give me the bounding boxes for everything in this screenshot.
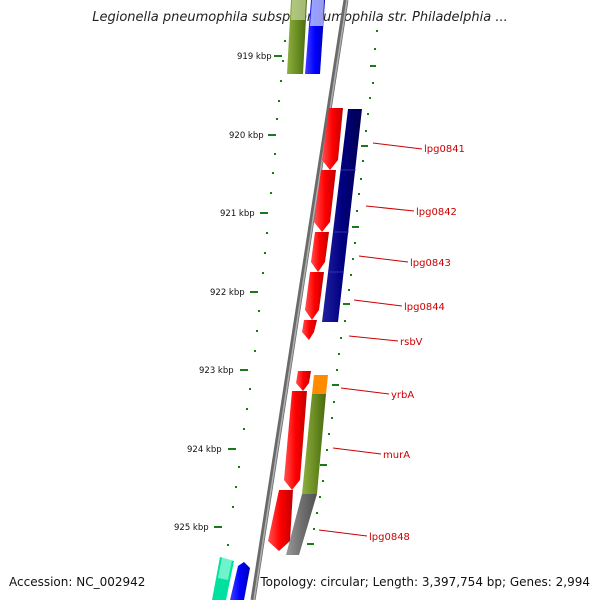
forward-genes [268, 108, 343, 551]
kbp-label-925: 925 kbp [174, 523, 209, 533]
cog-block-navy[interactable] [322, 109, 362, 322]
gene-label-lpg0841[interactable]: lpg0841 [424, 144, 465, 155]
cog-block-gray[interactable] [286, 494, 317, 555]
gene-arrow-murA[interactable] [284, 391, 307, 490]
cog-block-olive[interactable] [302, 394, 326, 494]
kbp-label-919: 919 kbp [237, 52, 272, 62]
kbp-label-920: 920 kbp [229, 131, 264, 141]
gene-label-lpg0848[interactable]: lpg0848 [369, 532, 410, 543]
cog-block-orange[interactable] [312, 375, 328, 394]
gene-arrow-lpg0842[interactable] [314, 170, 336, 232]
gene-label-lpg0843[interactable]: lpg0843 [410, 258, 451, 269]
scale-ticks: 919 kbp 920 kbp 921 kbp 922 kbp 923 kbp … [174, 52, 282, 533]
kbp-label-921: 921 kbp [220, 209, 255, 219]
gene-label-yrbA[interactable]: yrbA [391, 390, 414, 401]
gene-label-lpg0842[interactable]: lpg0842 [416, 207, 457, 218]
gene-labels: lpg0841 lpg0842 lpg0843 lpg0844 rsbV yrb… [369, 144, 465, 543]
gene-arrow-blue-bottom[interactable] [230, 562, 250, 600]
accession-label: Accession: NC_002942 [9, 575, 146, 589]
genome-backbone [250, 0, 349, 600]
cog-blocks [286, 109, 362, 555]
inner-scale [224, 40, 286, 566]
gene-label-rsbV[interactable]: rsbV [400, 337, 423, 348]
gene-arrow-lpg0848[interactable] [268, 490, 293, 551]
outer-scale [307, 30, 378, 545]
gene-arrow-lpg0843[interactable] [311, 232, 329, 272]
gene-label-murA[interactable]: murA [383, 450, 410, 461]
gene-label-lpg0844[interactable]: lpg0844 [404, 302, 445, 313]
kbp-label-924: 924 kbp [187, 445, 222, 455]
topology-label: Topology: circular; Length: 3,397,754 bp… [260, 575, 590, 589]
gene-arrow-yrbA[interactable] [296, 371, 311, 391]
kbp-label-922: 922 kbp [210, 288, 245, 298]
gene-arrow-lpg0844[interactable] [305, 272, 324, 320]
gene-arrow-rsbV[interactable] [302, 320, 317, 340]
gene-arrow-lpg0841[interactable] [322, 108, 343, 170]
label-leaders [318, 142, 423, 537]
kbp-label-923: 923 kbp [199, 366, 234, 376]
